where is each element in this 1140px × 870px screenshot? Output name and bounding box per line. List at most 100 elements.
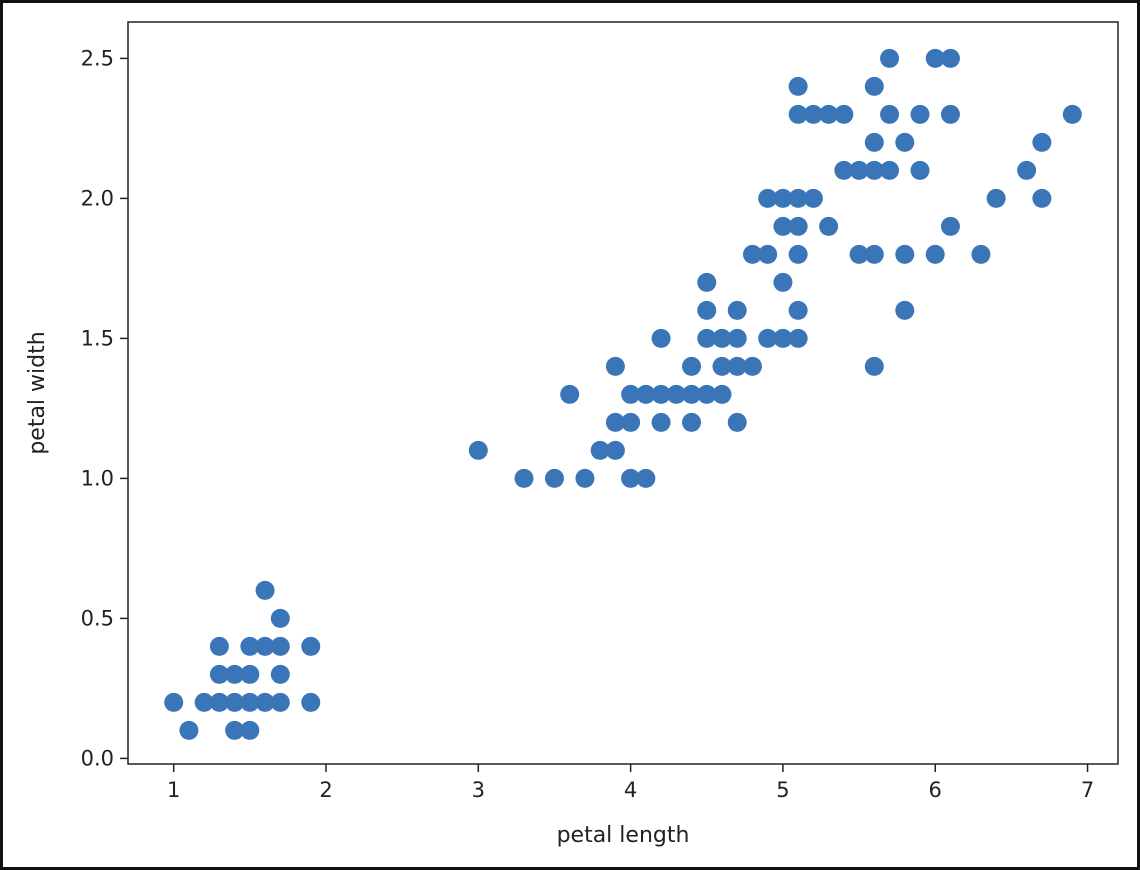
data-point	[1062, 104, 1082, 124]
data-point	[773, 188, 793, 208]
x-tick-label: 6	[929, 778, 942, 802]
data-point	[803, 188, 823, 208]
data-point	[712, 356, 732, 376]
data-point	[270, 636, 290, 656]
data-point	[240, 720, 260, 740]
data-point	[773, 272, 793, 292]
data-point	[1017, 160, 1037, 180]
y-tick-label: 1.5	[81, 326, 114, 350]
data-point	[621, 468, 641, 488]
data-point	[773, 216, 793, 236]
data-point	[788, 216, 808, 236]
data-point	[255, 636, 275, 656]
data-point	[240, 636, 260, 656]
data-point	[834, 160, 854, 180]
data-point	[773, 328, 793, 348]
data-point	[682, 356, 702, 376]
data-point	[864, 132, 884, 152]
data-point	[255, 580, 275, 600]
data-point	[727, 328, 747, 348]
x-tick-label: 4	[624, 778, 637, 802]
data-point	[940, 48, 960, 68]
data-point	[544, 468, 564, 488]
data-point	[179, 720, 199, 740]
x-tick-label: 1	[167, 778, 180, 802]
data-point	[788, 244, 808, 264]
data-point	[164, 692, 184, 712]
data-point	[864, 76, 884, 96]
data-point	[895, 132, 915, 152]
data-point	[788, 76, 808, 96]
data-point	[240, 664, 260, 684]
data-point	[864, 356, 884, 376]
data-point	[270, 608, 290, 628]
data-point	[1032, 188, 1052, 208]
data-point	[1032, 132, 1052, 152]
data-point	[682, 384, 702, 404]
data-point	[849, 244, 869, 264]
data-point	[819, 216, 839, 236]
data-points	[164, 48, 1082, 740]
data-point	[895, 244, 915, 264]
data-point	[575, 468, 595, 488]
y-tick-label: 0.5	[81, 606, 114, 630]
data-point	[742, 356, 762, 376]
data-point	[240, 692, 260, 712]
data-point	[758, 244, 778, 264]
data-point	[621, 384, 641, 404]
y-axis: 0.0 0.5 1.0 1.5 2.0 2.5	[81, 46, 128, 770]
data-point	[803, 104, 823, 124]
data-point	[788, 300, 808, 320]
data-point	[819, 104, 839, 124]
data-point	[209, 636, 229, 656]
data-point	[788, 328, 808, 348]
data-point	[758, 188, 778, 208]
data-point	[666, 384, 686, 404]
data-point	[712, 328, 732, 348]
data-point	[788, 188, 808, 208]
data-point	[605, 356, 625, 376]
x-axis-label: petal length	[557, 823, 690, 848]
data-point	[910, 160, 930, 180]
data-point	[712, 384, 732, 404]
data-point	[880, 160, 900, 180]
data-point	[925, 244, 945, 264]
data-point	[697, 328, 717, 348]
data-point	[697, 272, 717, 292]
data-point	[225, 720, 245, 740]
x-tick-label: 3	[472, 778, 485, 802]
data-point	[880, 48, 900, 68]
data-point	[651, 412, 671, 432]
data-point	[834, 104, 854, 124]
data-point	[209, 692, 229, 712]
data-point	[225, 664, 245, 684]
data-point	[605, 412, 625, 432]
data-point	[270, 664, 290, 684]
y-tick-label: 2.0	[81, 186, 114, 210]
data-point	[697, 300, 717, 320]
data-point	[788, 104, 808, 124]
data-point	[605, 440, 625, 460]
data-point	[194, 692, 214, 712]
data-point	[986, 188, 1006, 208]
data-point	[758, 328, 778, 348]
data-point	[225, 692, 245, 712]
data-point	[255, 692, 275, 712]
data-point	[468, 440, 488, 460]
data-point	[971, 244, 991, 264]
data-point	[697, 384, 717, 404]
data-point	[636, 384, 656, 404]
data-point	[621, 412, 641, 432]
y-tick-label: 0.0	[81, 746, 114, 770]
data-point	[880, 104, 900, 124]
data-point	[301, 636, 321, 656]
y-tick-label: 2.5	[81, 46, 114, 70]
x-tick-label: 5	[776, 778, 789, 802]
data-point	[864, 244, 884, 264]
data-point	[514, 468, 534, 488]
data-point	[849, 160, 869, 180]
data-point	[651, 384, 671, 404]
x-tick-label: 2	[319, 778, 332, 802]
data-point	[910, 104, 930, 124]
